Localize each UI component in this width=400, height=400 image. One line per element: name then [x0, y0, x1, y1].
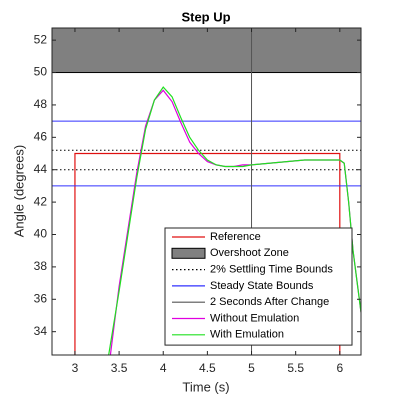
x-tick-label: 3: [72, 361, 79, 375]
legend-label: Steady State Bounds: [210, 280, 314, 292]
y-tick-label: 40: [34, 227, 48, 241]
x-axis-label: Time (s): [182, 379, 229, 394]
legend-box: [164, 227, 353, 346]
series-line: [108, 86, 361, 355]
x-tick-label: 4: [160, 361, 167, 375]
x-tick-label: 5.5: [287, 361, 304, 375]
legend: Reference Overshoot Zone 2% Settling Time …: [164, 227, 353, 346]
chart-title: Step Up: [181, 9, 230, 24]
y-tick-label: 50: [34, 65, 48, 79]
y-tick-label: 38: [34, 259, 48, 273]
x-tick-label: 5: [248, 361, 255, 375]
overshoot-zone: [52, 28, 361, 74]
x-tick-label: 3.5: [111, 361, 128, 375]
legend-label: Reference: [210, 231, 261, 243]
legend-label: With Emulation: [210, 329, 284, 341]
legend-swatch: [171, 247, 206, 259]
legend-label: Without Emulation: [210, 312, 299, 324]
axes-layer: 34 36 38 40 42 44 46 48 50 52 3 3.5 4 4.5 5 5.5 6 Referen…: [34, 27, 362, 375]
y-tick-label: 42: [34, 194, 48, 208]
y-tick-label: 44: [34, 162, 48, 176]
y-tick-label: 36: [34, 291, 48, 305]
legend-label: 2 Seconds After Change: [210, 296, 329, 308]
y-tick-label: 34: [34, 324, 48, 338]
plot-layer: [52, 28, 361, 355]
x-tick-label: 6: [336, 361, 343, 375]
y-tick-label: 48: [34, 97, 48, 111]
x-tick-label: 4.5: [199, 361, 216, 375]
y-axis-label: Angle (degrees): [11, 145, 26, 238]
y-tick-label: 46: [34, 129, 48, 143]
y-tick-label: 52: [34, 32, 48, 46]
legend-label: 2% Settling Time Bounds: [210, 264, 333, 276]
legend-label: Overshoot Zone: [210, 247, 289, 259]
axes-frame: [51, 27, 362, 356]
